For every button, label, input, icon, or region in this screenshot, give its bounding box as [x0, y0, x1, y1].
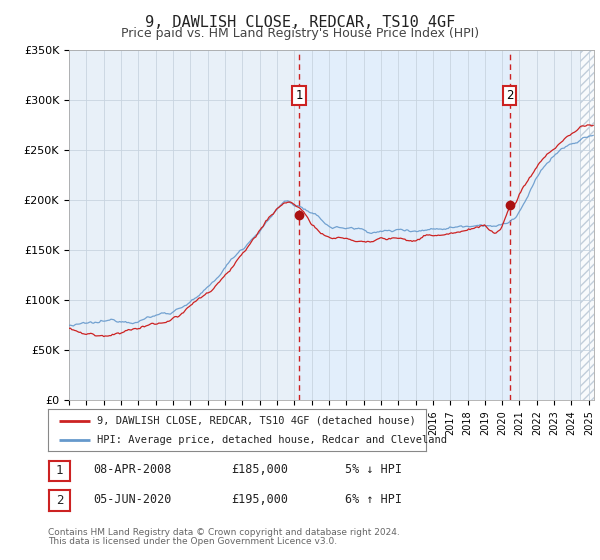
Text: £195,000: £195,000	[231, 493, 288, 506]
Bar	[580, 50, 594, 400]
Text: 1: 1	[56, 464, 63, 477]
Text: 08-APR-2008: 08-APR-2008	[93, 463, 172, 476]
Text: 9, DAWLISH CLOSE, REDCAR, TS10 4GF (detached house): 9, DAWLISH CLOSE, REDCAR, TS10 4GF (deta…	[97, 416, 416, 426]
Text: 05-JUN-2020: 05-JUN-2020	[93, 493, 172, 506]
Text: 2: 2	[506, 89, 514, 102]
Text: 2: 2	[56, 494, 63, 507]
Text: 1: 1	[295, 89, 302, 102]
Text: Price paid vs. HM Land Registry's House Price Index (HPI): Price paid vs. HM Land Registry's House …	[121, 27, 479, 40]
Text: 5% ↓ HPI: 5% ↓ HPI	[345, 463, 402, 476]
Text: HPI: Average price, detached house, Redcar and Cleveland: HPI: Average price, detached house, Redc…	[97, 435, 447, 445]
Text: Contains HM Land Registry data © Crown copyright and database right 2024.: Contains HM Land Registry data © Crown c…	[48, 528, 400, 537]
Text: 9, DAWLISH CLOSE, REDCAR, TS10 4GF: 9, DAWLISH CLOSE, REDCAR, TS10 4GF	[145, 15, 455, 30]
Text: £185,000: £185,000	[231, 463, 288, 476]
Text: 6% ↑ HPI: 6% ↑ HPI	[345, 493, 402, 506]
Text: This data is licensed under the Open Government Licence v3.0.: This data is licensed under the Open Gov…	[48, 538, 337, 547]
Bar	[299, 50, 509, 400]
